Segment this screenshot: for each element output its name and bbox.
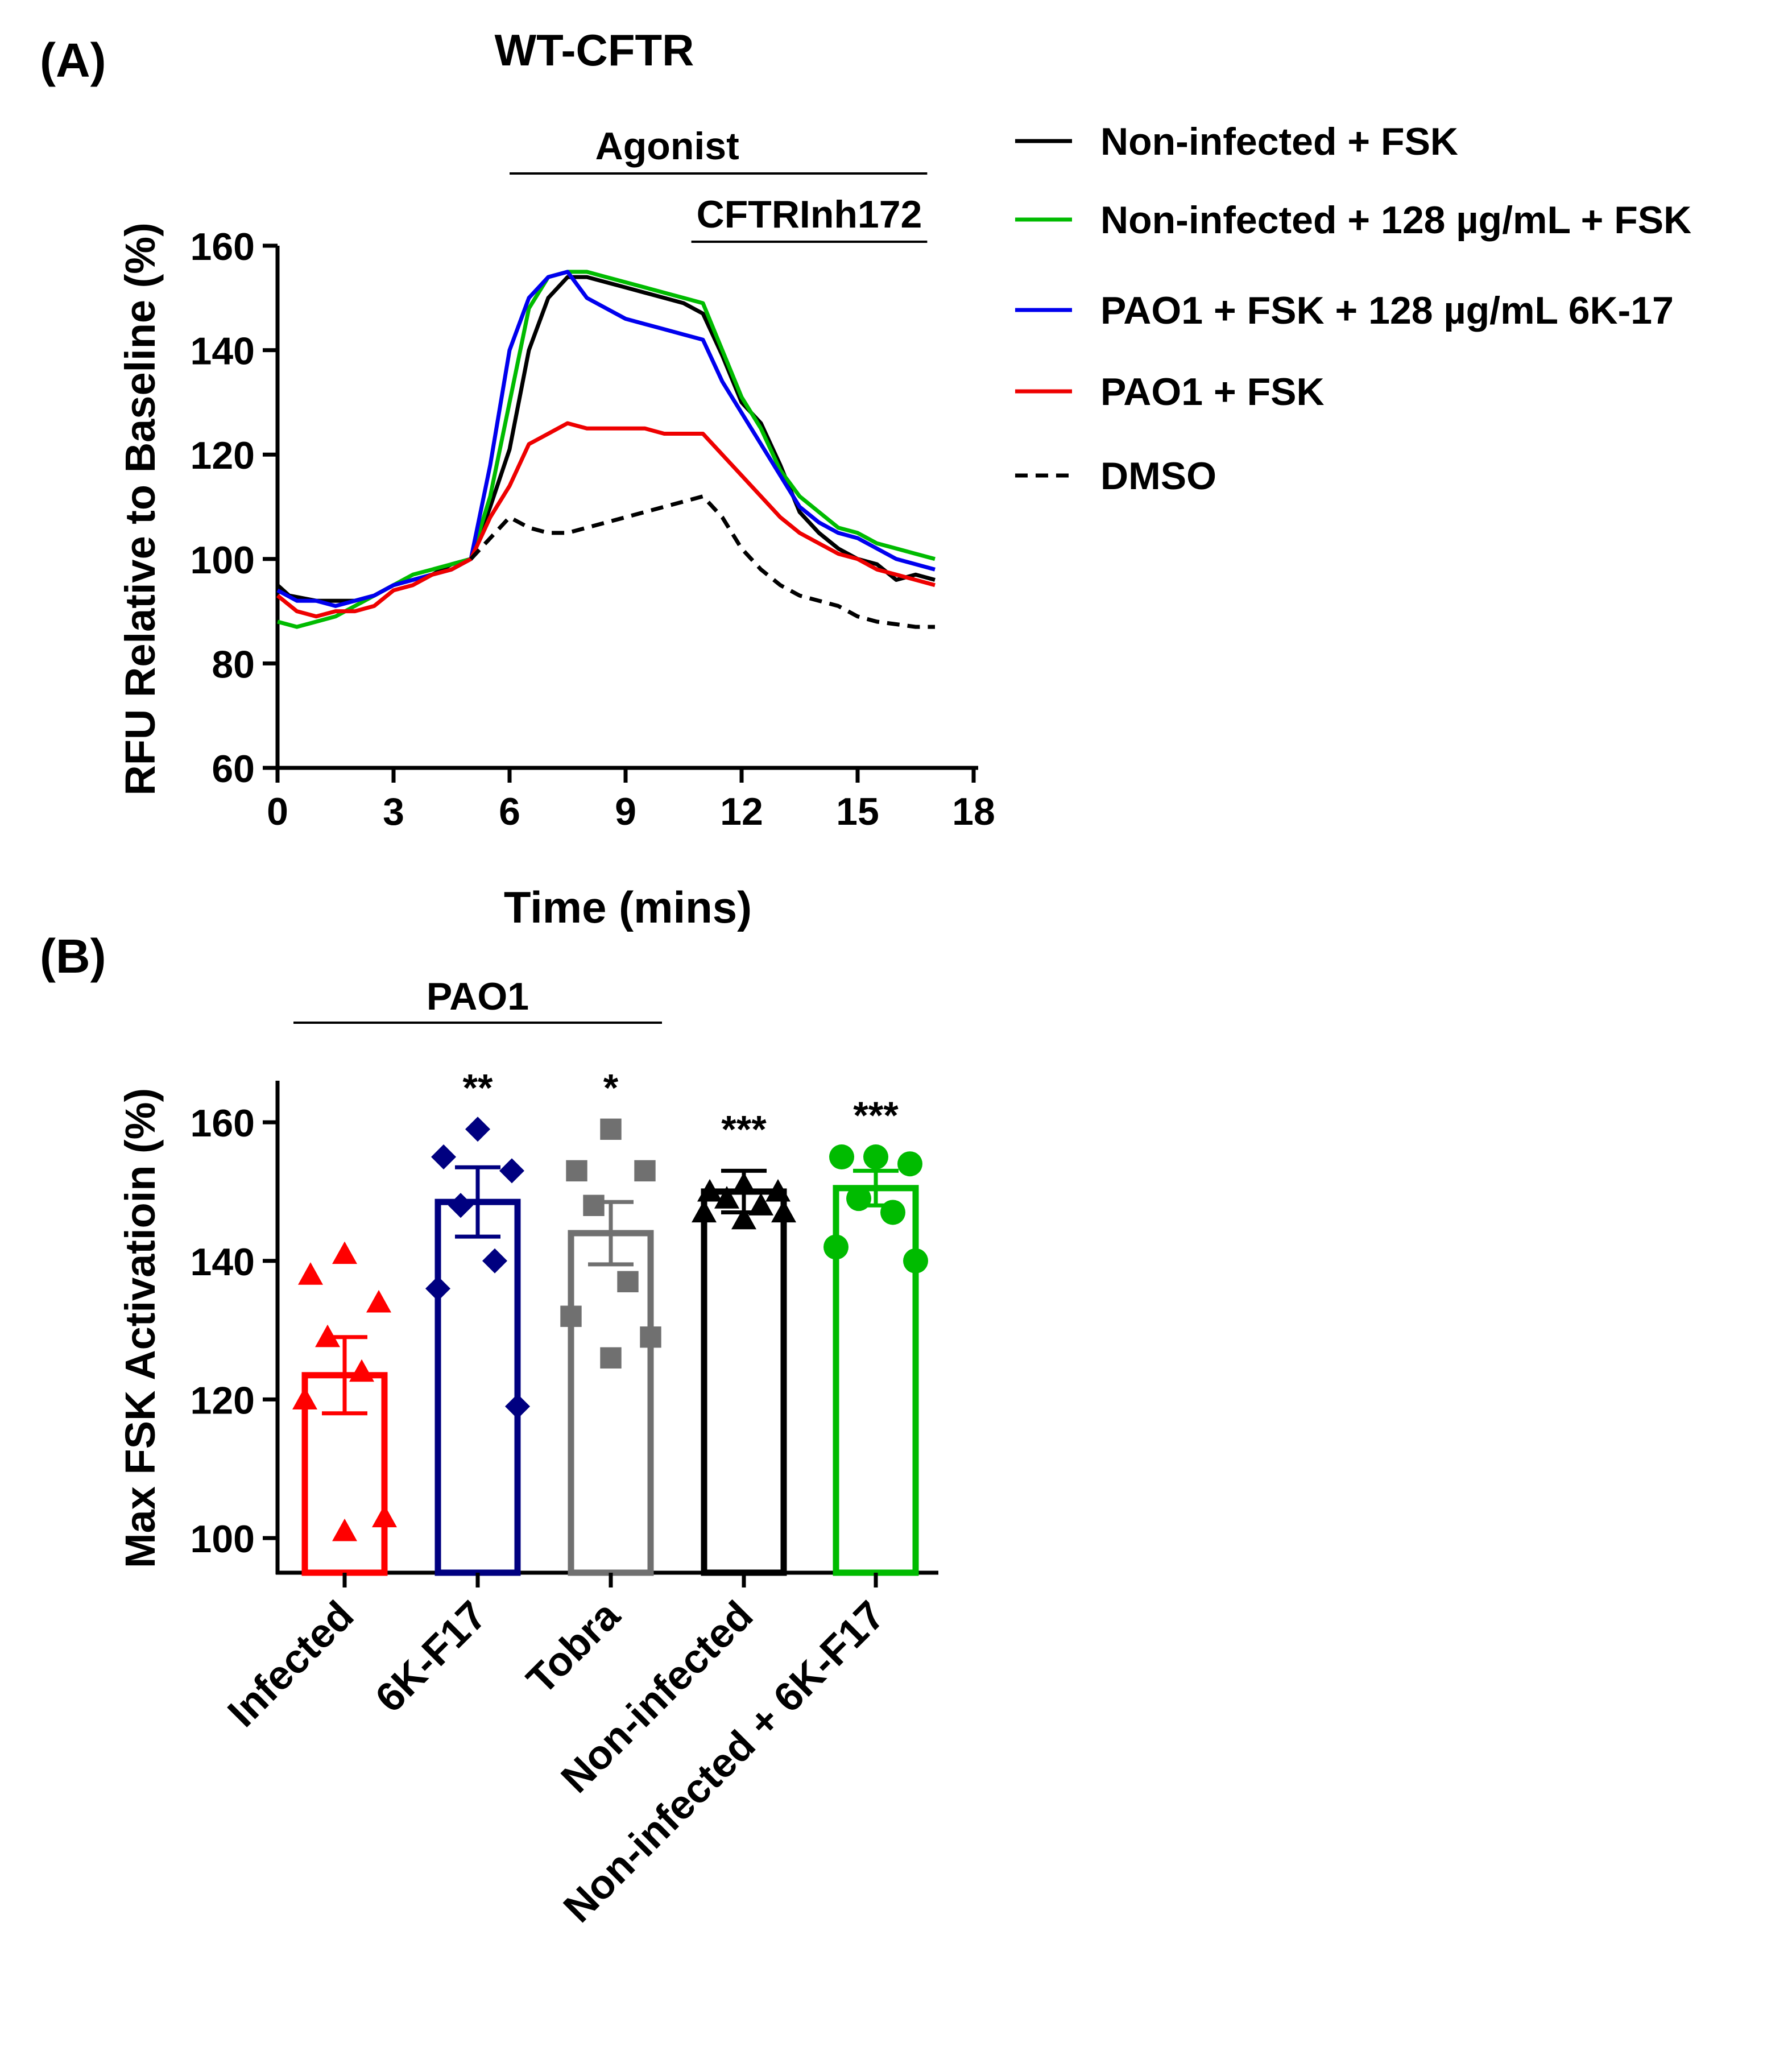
- a-y-tick-label: 60: [212, 747, 255, 791]
- b-significance-label: *: [603, 1066, 619, 1109]
- b-bar-3: [701, 1188, 787, 1576]
- b-data-point: [505, 1394, 530, 1419]
- b-data-point: [431, 1144, 456, 1170]
- a-annotation-label: Agonist: [595, 125, 739, 168]
- b-data-point: [731, 1206, 756, 1230]
- a-x-tick-label: 3: [383, 790, 404, 833]
- b-data-point: [566, 1160, 587, 1182]
- b-data-point: [332, 1241, 357, 1264]
- b-data-point: [863, 1144, 888, 1170]
- b-data-point: [425, 1276, 450, 1301]
- b-x-tick-label: Infected: [220, 1593, 363, 1736]
- panel-b: (B) 100 120 140 160 PAO1 Max FSK Activatioi…: [40, 929, 938, 1931]
- panel-a-legend: Non-infected + FSK Non-infected + 128 µg/…: [1015, 120, 1691, 498]
- b-y-tick-label: 160: [191, 1102, 255, 1145]
- a-y-tick-label: 120: [191, 434, 255, 477]
- a-y-tick-label: 140: [191, 330, 255, 373]
- a-legend-label: Non-infected + 128 µg/mL + FSK: [1100, 199, 1691, 242]
- b-data-point: [765, 1179, 791, 1202]
- b-data-point: [640, 1326, 661, 1348]
- b-data-point: [697, 1179, 722, 1202]
- b-data-point: [714, 1186, 739, 1209]
- b-data-point: [366, 1289, 391, 1313]
- a-x-tick-label: 12: [720, 790, 763, 833]
- b-data-point: [499, 1158, 524, 1184]
- b-x-tick-label: Tobra: [518, 1592, 629, 1703]
- b-y-tick-label: 120: [191, 1379, 255, 1422]
- panel-a-x-axis-label: Time (mins): [504, 882, 752, 932]
- b-data-point: [482, 1248, 507, 1274]
- b-data-point: [372, 1504, 397, 1528]
- b-data-point: [634, 1160, 656, 1182]
- b-data-point: [600, 1118, 622, 1140]
- a-x-tick-label: 0: [267, 790, 288, 833]
- a-legend-label: PAO1 + FSK + 128 µg/mL 6K-17: [1100, 289, 1674, 332]
- b-data-point: [465, 1117, 490, 1142]
- a-series-line-2: [276, 270, 936, 608]
- b-bar-2: [568, 1230, 654, 1576]
- b-data-point: [349, 1359, 374, 1382]
- a-x-tick-label: 9: [615, 790, 636, 833]
- panel-b-label: (B): [40, 929, 106, 983]
- b-significance-label: ***: [853, 1094, 899, 1137]
- b-data-point: [292, 1387, 317, 1410]
- b-data-point: [903, 1248, 928, 1274]
- panel-b-y-axis-label: Max FSK Activatioin (%): [117, 1088, 164, 1568]
- a-x-tick-label: 6: [499, 790, 520, 833]
- b-data-point: [448, 1193, 473, 1218]
- a-y-tick-label: 80: [212, 643, 255, 686]
- b-data-point: [332, 1518, 357, 1541]
- b-data-point: [823, 1234, 849, 1260]
- a-series-line-4: [469, 494, 935, 629]
- b-data-point: [829, 1144, 854, 1170]
- b-data-point: [771, 1200, 796, 1223]
- a-legend-label: PAO1 + FSK: [1100, 370, 1325, 414]
- b-data-point: [617, 1271, 639, 1293]
- b-x-tick-label: 6K-F17: [367, 1593, 495, 1721]
- b-y-tick-label: 100: [191, 1518, 255, 1561]
- b-group-label: PAO1: [427, 975, 529, 1018]
- panel-a-label: (A): [40, 34, 106, 87]
- b-data-point: [692, 1200, 717, 1223]
- a-y-tick-label: 160: [191, 225, 255, 268]
- a-legend-label: Non-infected + FSK: [1100, 120, 1458, 163]
- b-data-point: [583, 1194, 605, 1216]
- b-data-point: [748, 1193, 773, 1216]
- a-x-tick-label: 15: [836, 790, 879, 833]
- b-data-point: [600, 1347, 622, 1369]
- b-bar-1: [434, 1198, 521, 1576]
- b-data-point: [560, 1305, 582, 1327]
- a-legend-label: DMSO: [1100, 454, 1216, 498]
- b-y-tick-label: 140: [191, 1241, 255, 1284]
- a-x-tick-label: 18: [952, 790, 995, 833]
- a-series-line-1: [277, 270, 936, 629]
- b-significance-label: ***: [721, 1107, 767, 1151]
- a-annotation-label: CFTRInh172: [697, 193, 922, 236]
- panel-a-title: WT-CFTR: [495, 25, 694, 75]
- b-data-point: [897, 1151, 922, 1177]
- a-y-tick-label: 100: [191, 539, 255, 582]
- a-series-line-3: [276, 421, 936, 619]
- b-significance-label: **: [463, 1066, 493, 1109]
- panel-a-y-axis-label: RFU Relative to Baseline (%): [117, 222, 164, 795]
- b-data-point: [298, 1262, 323, 1285]
